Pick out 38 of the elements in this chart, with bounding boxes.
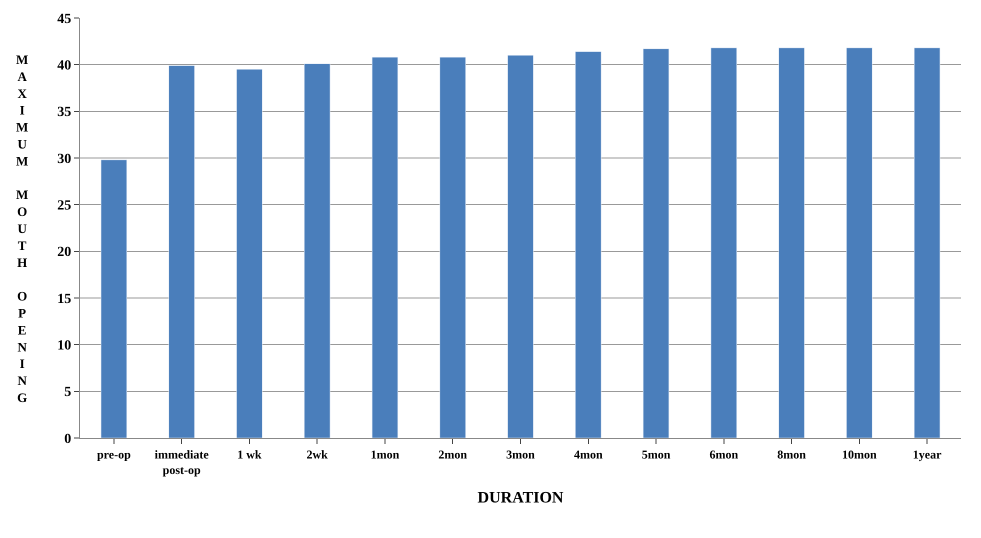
x-tick-label: 8mon — [777, 447, 806, 462]
bar — [575, 51, 602, 438]
x-tick-label: 3mon — [506, 447, 536, 462]
x-tick-label: 1year — [912, 447, 942, 462]
y-tick-label: 15 — [57, 292, 72, 307]
bar — [710, 48, 737, 438]
bar — [100, 160, 128, 438]
bar — [440, 56, 466, 438]
text: MAXIMUM MOUTH OPENING — [16, 52, 28, 405]
bar — [914, 48, 940, 438]
y-tick-label: 40 — [57, 58, 72, 74]
y-tick-label: 20 — [57, 245, 72, 260]
bar — [372, 56, 398, 438]
bar — [846, 48, 872, 438]
y-tick-label: 5 — [64, 385, 72, 400]
bar — [642, 48, 670, 438]
y-tick-label: 30 — [57, 152, 72, 167]
x-tick-label: 5mon — [642, 447, 671, 462]
x-tick-label: 1 wk — [237, 447, 262, 462]
x-axis-title: DURATION — [478, 490, 564, 507]
x-tick-label: 2wk — [306, 447, 328, 462]
x-tick-label: 2mon — [438, 447, 468, 462]
y-tick-label: 10 — [57, 338, 72, 354]
y-tick-label: 45 — [57, 12, 72, 27]
bar — [236, 69, 263, 438]
x-tick-label: pre-op — [96, 447, 132, 462]
y-tick-label: 25 — [57, 198, 72, 214]
x-tick-label: 10mon — [842, 447, 878, 462]
bar — [304, 63, 330, 438]
x-tick-label: 1mon — [370, 447, 400, 462]
bar — [168, 65, 195, 438]
bar — [778, 48, 805, 438]
y-tick-label: 35 — [57, 105, 72, 120]
x-tick-label: 4mon — [574, 447, 603, 462]
x-tick-label: 6mon — [709, 447, 738, 462]
y-tick-label: 0 — [64, 432, 72, 447]
bar — [507, 55, 534, 438]
x-tick-label: immediate post-op — [154, 447, 210, 477]
